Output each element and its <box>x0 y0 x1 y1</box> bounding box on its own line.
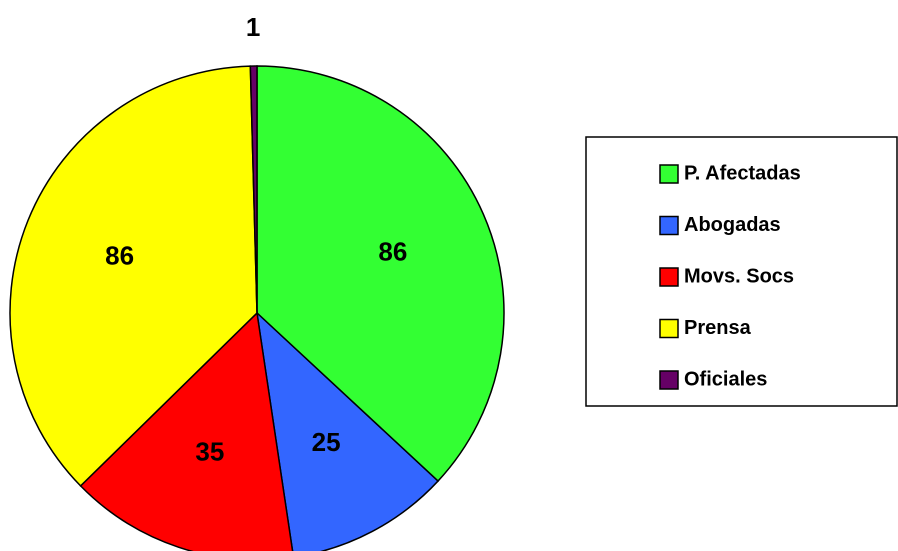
data-label: 86 <box>378 237 407 267</box>
pie-slice <box>9 65 258 487</box>
data-label: 25 <box>312 427 341 457</box>
legend-label: Movs. Socs <box>684 265 794 287</box>
legend-swatch <box>659 318 679 339</box>
pie-slice <box>79 311 294 551</box>
legend-swatch <box>659 215 679 236</box>
legend-label: Prensa <box>684 317 752 339</box>
legend-label: P. Afectadas <box>684 162 801 184</box>
data-label: 1 <box>246 12 260 42</box>
pie-slice <box>255 310 440 551</box>
legend-label: Oficiales <box>684 368 767 390</box>
legend-box <box>585 136 898 407</box>
legend-swatch <box>659 370 679 390</box>
pie-slice <box>256 65 505 483</box>
data-label: 86 <box>105 240 134 270</box>
pie-slice <box>249 65 258 314</box>
legend-label: Abogadas <box>684 214 781 236</box>
data-label: 35 <box>195 436 224 466</box>
legend-swatch <box>659 267 679 287</box>
legend-swatch <box>659 164 679 184</box>
